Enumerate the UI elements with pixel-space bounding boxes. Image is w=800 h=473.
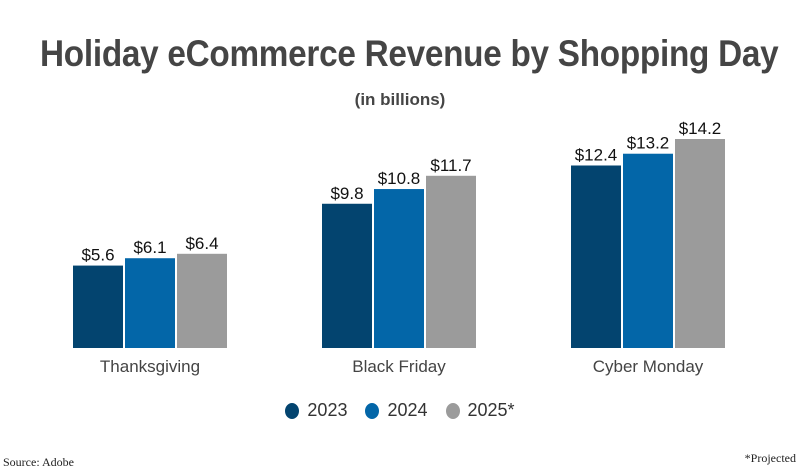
bar-cyber-monday-2023 (571, 165, 621, 348)
legend-label-2023: 2023 (307, 400, 348, 420)
legend-swatch-2023 (285, 402, 300, 419)
chart-subtitle: (in billions) (354, 90, 446, 109)
data-label: $14.2 (679, 119, 722, 138)
bar-black-friday-2023 (322, 203, 372, 348)
data-label: $5.6 (81, 246, 114, 265)
bar-black-friday-2024 (374, 189, 424, 348)
legend-label-2024: 2024 (387, 400, 428, 420)
legend-item-2025: 2025* (445, 400, 515, 421)
bar-cyber-monday-2025 (675, 139, 725, 348)
bar-cyber-monday-2024 (623, 153, 673, 348)
bar-thanksgiving-2023 (73, 265, 123, 348)
bar-chart: $5.6 $6.1 $6.4 Thanksgiving $9.8 $10.8 $11.7 Bl… (73, 119, 725, 376)
source-note: Source: Adobe (3, 455, 74, 469)
data-label: $13.2 (627, 134, 670, 153)
category-label: Cyber Monday (593, 357, 704, 376)
data-label: $6.4 (185, 234, 218, 253)
category-label: Black Friday (352, 357, 446, 376)
chart-title: Holiday eCommerce Revenue by Shopping Da… (40, 33, 779, 74)
data-label: $6.1 (133, 238, 166, 257)
legend-swatch-2025 (445, 402, 460, 419)
data-label: $10.8 (378, 169, 421, 188)
legend-item-2024: 2024 (365, 400, 428, 421)
legend-item-2023: 2023 (285, 400, 347, 421)
bar-black-friday-2025 (426, 175, 476, 348)
category-label: Thanksgiving (100, 357, 200, 376)
legend-swatch-2024 (365, 402, 380, 419)
data-label: $11.7 (430, 156, 471, 175)
data-label: $9.8 (330, 184, 363, 203)
legend: 2023 2024 2025* (0, 400, 800, 421)
data-label: $12.4 (575, 145, 618, 164)
legend-label-2025: 2025* (467, 400, 515, 420)
bar-thanksgiving-2025 (177, 253, 227, 348)
bar-thanksgiving-2024 (125, 258, 175, 348)
projected-note: *Projected (744, 451, 796, 465)
